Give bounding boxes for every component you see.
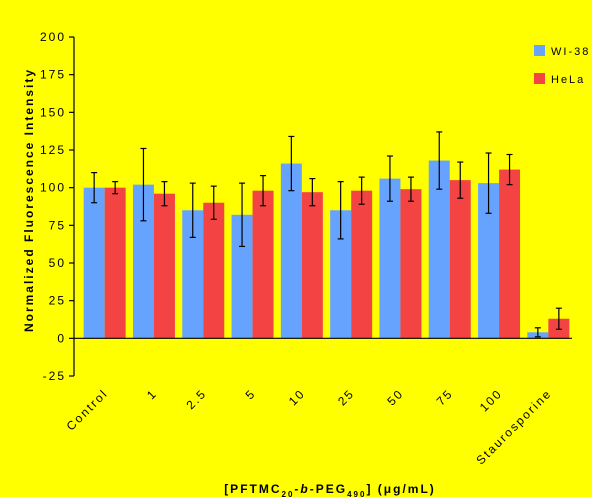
- bar-hela-2-5: [203, 202, 225, 339]
- y-tick-label: -25: [43, 369, 66, 383]
- error-bar-hela-25: [358, 176, 365, 205]
- axes-group: [73, 37, 572, 376]
- x-axis-title-prefix: [PFTMC: [224, 482, 281, 496]
- bar-wi38-1: [132, 184, 154, 339]
- error-bar-wi38-50: [386, 155, 393, 202]
- bar-hela-100: [499, 169, 521, 339]
- error-bars-group: [91, 131, 562, 338]
- error-bar-wi38-5: [239, 182, 246, 248]
- x-axis-title: [PFTMC20-b-PEG490] (μg/mL): [224, 482, 436, 497]
- bar-hela-10: [301, 192, 323, 339]
- error-bar-hela-1: [161, 181, 168, 207]
- error-bar-wi38-1: [140, 147, 147, 222]
- bar-wi38-10: [280, 163, 302, 339]
- x-axis-title-sub2: 490: [347, 490, 366, 497]
- error-bar-wi38-75: [436, 131, 443, 190]
- bar-hela-control: [104, 187, 126, 339]
- y-ticks-group: -25 0 25 50 75 100 125 150 175 200: [40, 30, 74, 383]
- y-tick-label: 25: [49, 294, 66, 308]
- legend-label-wi38: WI-38: [551, 46, 590, 58]
- bar-hela-75: [449, 180, 471, 339]
- error-bar-wi38-staurosporine: [534, 327, 541, 338]
- y-tick-label: 75: [49, 218, 66, 232]
- error-bar-wi38-control: [91, 172, 98, 204]
- bar-wi38-2-5: [182, 210, 204, 339]
- error-bar-hela-100: [506, 153, 513, 186]
- legend-label-hela: HeLa: [551, 74, 585, 86]
- bar-wi38-25: [330, 210, 352, 339]
- legend-swatch-wi38: [534, 45, 545, 56]
- bar-wi38-control: [83, 187, 105, 339]
- x-axis-title-sub1: 20: [282, 490, 295, 497]
- bar-wi38-50: [379, 178, 401, 339]
- error-bar-hela-5: [260, 175, 267, 207]
- y-tick-label: 200: [40, 30, 66, 44]
- bar-hela-25: [351, 190, 373, 339]
- bar-hela-5: [252, 190, 274, 339]
- legend-swatch-hela: [534, 73, 545, 84]
- error-bar-hela-2-5: [210, 185, 217, 220]
- legend: WI-38 HeLa: [534, 45, 590, 86]
- bar-wi38-5: [231, 214, 253, 339]
- error-bar-wi38-100: [485, 152, 492, 214]
- y-tick-label: 50: [49, 256, 66, 270]
- error-bar-wi38-25: [337, 181, 344, 240]
- bars-group: [83, 160, 570, 339]
- y-tick-label: 0: [57, 331, 66, 345]
- chart-panel: -25 0 25 50 75 100 125 150 175 200 Control 1 2.5 5 10…: [0, 0, 592, 497]
- error-bar-hela-75: [457, 161, 464, 199]
- error-bar-hela-10: [309, 178, 316, 207]
- y-tick-label: 125: [40, 143, 66, 157]
- x-axis-title-suffix: ] (μg/mL): [366, 482, 435, 496]
- bar-wi38-100: [478, 183, 500, 339]
- y-axis-title: Normalized Fluorescence Intensity: [22, 68, 36, 332]
- bar-hela-50: [400, 189, 422, 339]
- y-tick-label: 175: [40, 68, 66, 82]
- error-bar-wi38-10: [288, 135, 295, 192]
- error-bar-hela-50: [407, 176, 414, 202]
- error-bar-hela-staurosporine: [555, 307, 562, 330]
- y-tick-label: 100: [40, 181, 66, 195]
- error-bar-hela-control: [112, 181, 119, 195]
- x-axis-title-mid2: -PEG: [310, 482, 347, 496]
- x-axis-title-italic: b: [300, 482, 309, 496]
- bar-wi38-75: [428, 160, 450, 339]
- x-axis-title-mid1: -: [294, 482, 300, 496]
- y-tick-label: 150: [40, 105, 66, 119]
- error-bar-wi38-2-5: [189, 182, 196, 238]
- bar-hela-1: [153, 193, 175, 339]
